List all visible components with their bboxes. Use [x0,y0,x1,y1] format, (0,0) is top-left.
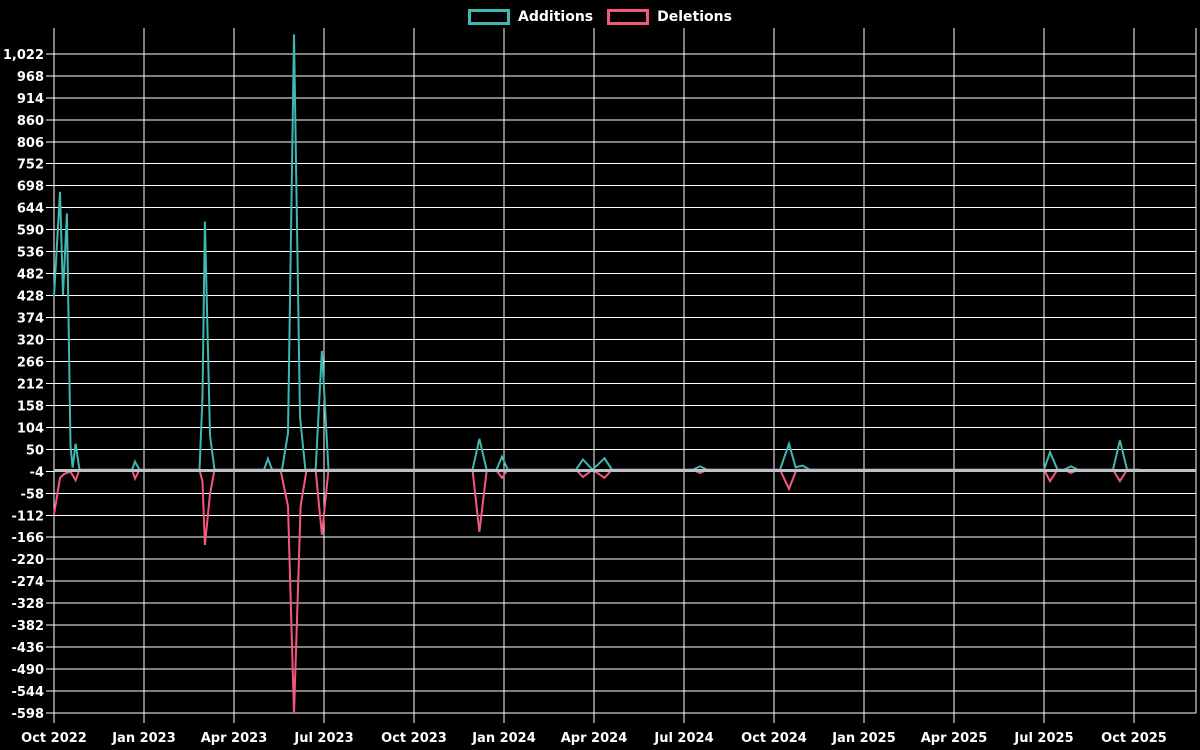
y-tick-label: 644 [17,202,44,217]
y-tick-label: -4 [30,465,44,480]
y-tick-label: -598 [11,707,44,722]
y-tick-label: -544 [11,685,44,700]
y-tick-label: 482 [17,268,44,283]
y-tick-label: -220 [11,553,44,568]
x-tick-label: Jul 2025 [1013,731,1073,746]
y-tick-label: 752 [17,158,44,173]
y-tick-label: 158 [17,399,44,414]
y-tick-label: -490 [11,663,44,678]
y-tick-label: -58 [21,487,45,502]
x-tick-label: Oct 2023 [381,731,447,746]
deletions-series-line [53,468,1140,714]
y-tick-label: 698 [17,180,44,195]
x-tick-label: Jan 2024 [471,731,536,746]
y-tick-label: 590 [17,224,44,239]
y-tick-label: -328 [11,597,44,612]
x-tick-label: Apr 2024 [561,731,628,746]
legend-item-additions: Additions [468,9,593,25]
y-tick-label: -436 [11,641,44,656]
y-tick-label: 860 [17,114,44,129]
x-tick-label: Oct 2024 [741,731,807,746]
y-tick-label: 914 [17,92,44,107]
x-tick-label: Oct 2022 [21,731,87,746]
y-tick-label: 1,022 [3,48,44,63]
x-tick-label: Jan 2023 [111,731,176,746]
legend-item-deletions: Deletions [607,9,732,25]
y-tick-label: 266 [17,355,44,370]
y-tick-label: 428 [17,290,44,305]
x-tick-label: Apr 2025 [921,731,988,746]
y-tick-label: 374 [17,312,44,327]
x-tick-label: Apr 2023 [201,731,268,746]
y-tick-label: 50 [26,443,44,458]
y-tick-label: 968 [17,70,44,85]
x-tick-label: Oct 2025 [1101,731,1167,746]
y-tick-label: -274 [11,575,44,590]
additions-swatch [468,9,511,25]
y-tick-label: 320 [17,334,44,349]
y-tick-label: 806 [17,136,44,151]
x-tick-label: Jul 2023 [293,731,353,746]
additions-label: Additions [518,9,594,25]
deletions-swatch [607,9,650,25]
x-tick-label: Jan 2025 [831,731,896,746]
y-tick-label: -382 [11,619,44,634]
y-tick-label: -166 [11,531,44,546]
chart-legend: Additions Deletions [0,4,1200,30]
y-tick-label: 536 [17,246,44,261]
deletions-label: Deletions [657,9,732,25]
y-tick-label: -112 [11,509,44,524]
y-tick-label: 104 [17,421,44,436]
x-tick-label: Jul 2024 [653,731,713,746]
y-tick-label: 212 [17,377,44,392]
